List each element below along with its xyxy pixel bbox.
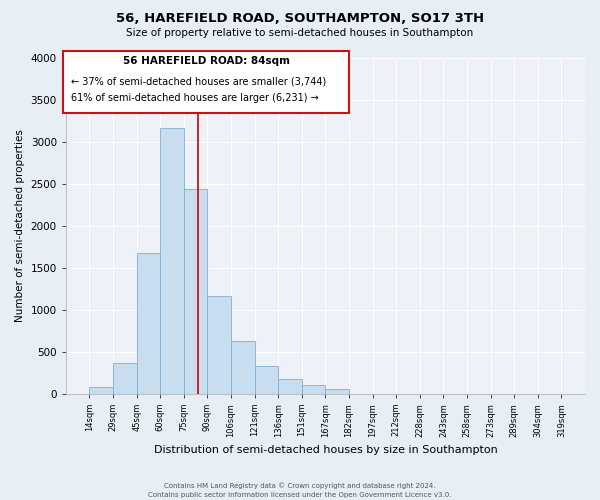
Text: 56 HAREFIELD ROAD: 84sqm: 56 HAREFIELD ROAD: 84sqm (122, 56, 290, 66)
X-axis label: Distribution of semi-detached houses by size in Southampton: Distribution of semi-detached houses by … (154, 445, 497, 455)
Text: ← 37% of semi-detached houses are smaller (3,744): ← 37% of semi-detached houses are smalle… (71, 76, 326, 86)
Y-axis label: Number of semi-detached properties: Number of semi-detached properties (15, 130, 25, 322)
Bar (184, 189, 208, 394)
Bar (137, 252, 160, 394)
Text: 56, HAREFIELD ROAD, SOUTHAMPTON, SO17 3TH: 56, HAREFIELD ROAD, SOUTHAMPTON, SO17 3T… (116, 12, 484, 26)
Bar (325, 389, 349, 394)
Text: Contains public sector information licensed under the Open Government Licence v3: Contains public sector information licen… (148, 492, 452, 498)
Bar (278, 378, 302, 394)
Bar (302, 384, 325, 394)
Text: Contains HM Land Registry data © Crown copyright and database right 2024.: Contains HM Land Registry data © Crown c… (164, 482, 436, 489)
Bar (113, 362, 137, 394)
Bar (208, 296, 231, 394)
Bar (160, 128, 184, 394)
Bar (254, 366, 278, 394)
Text: Size of property relative to semi-detached houses in Southampton: Size of property relative to semi-detach… (127, 28, 473, 38)
Bar (231, 341, 254, 394)
FancyBboxPatch shape (63, 51, 349, 113)
Bar (89, 388, 113, 394)
Text: 61% of semi-detached houses are larger (6,231) →: 61% of semi-detached houses are larger (… (71, 93, 319, 103)
